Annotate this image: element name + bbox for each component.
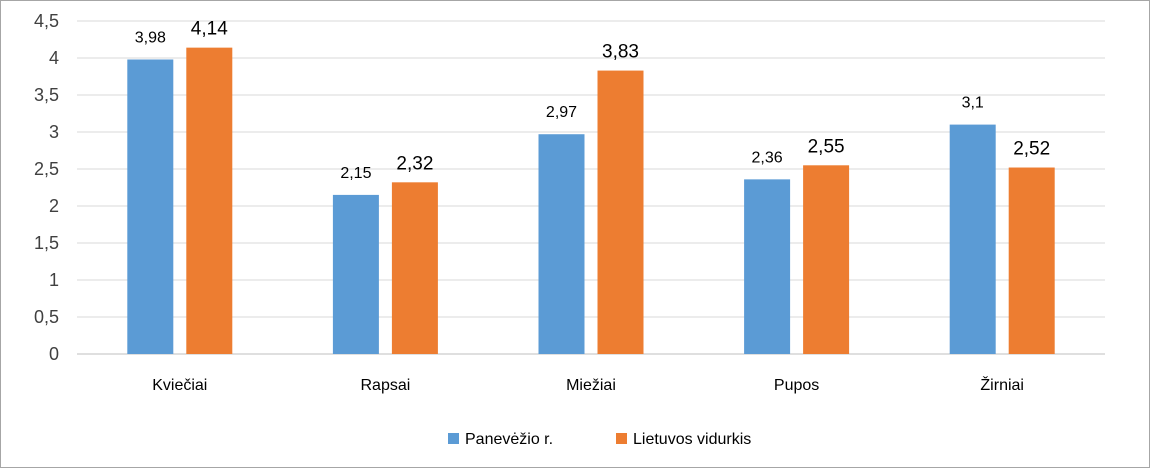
- data-label: 2,32: [396, 153, 433, 174]
- y-tick-label: 2,5: [34, 159, 59, 179]
- category-label: Miežiai: [566, 377, 616, 394]
- category-labels: Kviečiai Rapsai Miežiai Pupos Žirniai: [152, 375, 1024, 394]
- legend-swatch: [448, 433, 459, 444]
- data-label: 3,83: [602, 42, 639, 63]
- bar-lietuvos: [391, 182, 438, 354]
- data-label: 3,98: [135, 29, 166, 46]
- category-label: Žirniai: [980, 375, 1024, 394]
- bar-lietuvos: [1008, 167, 1055, 354]
- y-tick-label: 3,5: [34, 85, 59, 105]
- y-tick-label: 1: [49, 270, 59, 290]
- y-tick-label: 3: [49, 122, 59, 142]
- data-label: 2,52: [1013, 139, 1050, 160]
- category-label: Kviečiai: [152, 377, 207, 394]
- y-tick-label: 4: [49, 48, 59, 68]
- data-label: 4,14: [191, 19, 228, 40]
- data-label: 2,36: [752, 149, 783, 166]
- data-label: 2,97: [546, 104, 577, 121]
- bar-lietuvos: [186, 47, 233, 354]
- data-label: 2,15: [340, 165, 371, 182]
- category-label: Pupos: [774, 377, 819, 394]
- y-tick-label: 0,5: [34, 307, 59, 327]
- category-label: Rapsai: [360, 377, 410, 394]
- bar-panevezio: [949, 124, 996, 354]
- y-tick-label: 1,5: [34, 233, 59, 253]
- bars: [127, 47, 1055, 354]
- bar-panevezio: [127, 59, 174, 354]
- gridlines: [77, 20, 1105, 355]
- data-label: 2,55: [808, 136, 845, 157]
- y-axis-ticks: 0 0,5 1 1,5 2 2,5 3 3,5 4 4,5: [34, 11, 59, 364]
- y-tick-label: 0: [49, 344, 59, 364]
- legend-label: Lietuvos vidurkis: [633, 431, 751, 448]
- bar-lietuvos: [597, 70, 644, 354]
- legend: Panevėžio r. Lietuvos vidurkis: [448, 431, 751, 448]
- bar-lietuvos: [803, 165, 850, 354]
- bar-panevezio: [332, 194, 379, 354]
- legend-swatch: [616, 433, 627, 444]
- y-tick-label: 4,5: [34, 11, 59, 31]
- legend-label: Panevėžio r.: [465, 431, 553, 448]
- bar-panevezio: [538, 134, 585, 354]
- bar-panevezio: [744, 179, 791, 354]
- y-tick-label: 2: [49, 196, 59, 216]
- data-labels: 3,98 4,14 2,15 2,32 2,97 3,83 2,36 2,55 3,1 2,52: [135, 19, 1050, 182]
- data-label: 3,1: [962, 95, 984, 112]
